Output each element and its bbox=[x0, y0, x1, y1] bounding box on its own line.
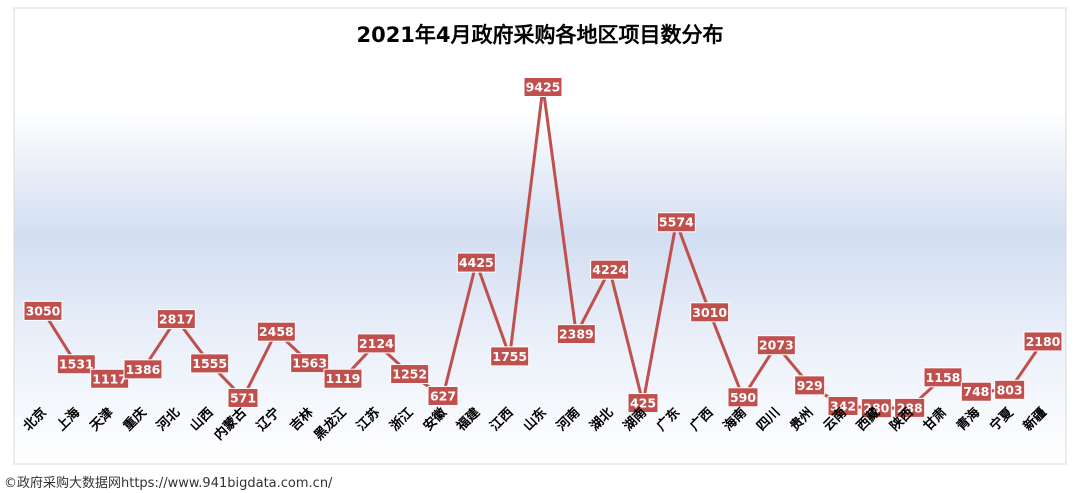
data-label: 425 bbox=[627, 393, 659, 414]
data-label: 1531 bbox=[56, 354, 96, 375]
data-label: 1555 bbox=[190, 353, 230, 374]
data-label-text: 2180 bbox=[1026, 334, 1061, 349]
data-label: 929 bbox=[794, 375, 826, 396]
data-label-box bbox=[56, 354, 96, 375]
data-label-text: 2817 bbox=[159, 312, 194, 327]
data-label-box bbox=[256, 321, 296, 342]
data-label: 3010 bbox=[690, 302, 730, 323]
source-footer: ©政府采购大数据网https://www.941bigdata.com.cn/ bbox=[4, 476, 333, 491]
data-label-box bbox=[994, 379, 1026, 400]
data-label-text: 1117 bbox=[92, 371, 127, 386]
data-label: 803 bbox=[994, 379, 1026, 400]
data-label: 342 bbox=[827, 395, 859, 416]
data-label-text: 280 bbox=[863, 401, 889, 416]
data-label-text: 2124 bbox=[359, 336, 394, 351]
data-label-text: 5574 bbox=[659, 215, 694, 230]
data-label-text: 3050 bbox=[26, 303, 61, 318]
data-label: 1755 bbox=[490, 346, 530, 367]
data-label: 2180 bbox=[1023, 331, 1063, 352]
data-label-text: 3010 bbox=[692, 305, 727, 320]
data-label-text: 803 bbox=[997, 382, 1023, 397]
plot-background bbox=[13, 7, 1067, 465]
data-label-box bbox=[427, 385, 459, 406]
data-label-text: 342 bbox=[830, 398, 856, 413]
data-label-box bbox=[656, 212, 696, 233]
data-label-box bbox=[756, 335, 796, 356]
data-label: 288 bbox=[894, 397, 926, 418]
data-label-box bbox=[490, 346, 530, 367]
data-label: 2073 bbox=[756, 335, 796, 356]
data-label-box bbox=[960, 381, 992, 402]
data-label-text: 1755 bbox=[492, 349, 527, 364]
data-label-box bbox=[456, 252, 496, 273]
data-label-box bbox=[390, 364, 430, 385]
data-label-box bbox=[227, 387, 259, 408]
chart-title: 2021年4月政府采购各地区项目数分布 bbox=[356, 23, 723, 47]
data-label: 590 bbox=[727, 387, 759, 408]
data-label-text: 4425 bbox=[459, 255, 494, 270]
data-label: 1252 bbox=[390, 364, 430, 385]
data-label: 5574 bbox=[656, 212, 696, 233]
data-label-text: 1555 bbox=[192, 356, 227, 371]
data-label-box bbox=[627, 393, 659, 414]
data-label-text: 1531 bbox=[59, 357, 94, 372]
data-label: 2389 bbox=[556, 324, 596, 345]
data-label-box bbox=[690, 302, 730, 323]
data-label-box bbox=[1023, 331, 1063, 352]
data-label-text: 1252 bbox=[392, 367, 427, 382]
data-label-box bbox=[356, 333, 396, 354]
data-label-text: 4224 bbox=[592, 262, 627, 277]
data-label-box bbox=[727, 387, 759, 408]
data-label: 280 bbox=[860, 398, 892, 419]
data-label-box bbox=[923, 367, 963, 388]
data-label-box bbox=[556, 324, 596, 345]
data-label: 9425 bbox=[523, 77, 563, 97]
data-label-text: 590 bbox=[730, 390, 756, 405]
data-label-text: 748 bbox=[963, 384, 989, 399]
data-label: 1158 bbox=[923, 367, 963, 388]
data-label-box bbox=[894, 397, 926, 418]
data-label-text: 9425 bbox=[526, 80, 561, 95]
data-label: 627 bbox=[427, 385, 459, 406]
data-label: 2124 bbox=[356, 333, 396, 354]
data-label: 1386 bbox=[123, 359, 163, 380]
data-label-box bbox=[323, 368, 363, 389]
data-label: 4224 bbox=[590, 259, 630, 280]
data-label-box bbox=[290, 353, 330, 374]
data-label-box bbox=[190, 353, 230, 374]
data-label-text: 1563 bbox=[292, 356, 327, 371]
data-label: 2817 bbox=[156, 309, 196, 330]
data-label: 4425 bbox=[456, 252, 496, 273]
data-label-text: 929 bbox=[797, 378, 823, 393]
data-label-box bbox=[590, 259, 630, 280]
data-label: 1563 bbox=[290, 353, 330, 374]
data-label: 748 bbox=[960, 381, 992, 402]
data-label-box bbox=[860, 398, 892, 419]
data-label-box bbox=[23, 300, 63, 321]
data-label-box bbox=[794, 375, 826, 396]
data-label: 1119 bbox=[323, 368, 363, 389]
data-label: 3050 bbox=[23, 300, 63, 321]
data-label-text: 2389 bbox=[559, 327, 594, 342]
data-label-text: 1119 bbox=[326, 371, 361, 386]
data-label-text: 627 bbox=[430, 388, 456, 403]
data-label-text: 571 bbox=[230, 390, 256, 405]
data-label-box bbox=[523, 77, 563, 97]
data-label: 1117 bbox=[90, 368, 130, 389]
data-label-text: 2073 bbox=[759, 338, 794, 353]
data-label: 2458 bbox=[256, 321, 296, 342]
data-label-text: 425 bbox=[630, 396, 656, 411]
data-label-box bbox=[156, 309, 196, 330]
data-label-text: 2458 bbox=[259, 324, 294, 339]
data-label-text: 1386 bbox=[126, 362, 161, 377]
data-label-text: 1158 bbox=[926, 370, 961, 385]
data-label-box bbox=[123, 359, 163, 380]
data-label-text: 288 bbox=[897, 400, 923, 415]
data-label-box bbox=[827, 395, 859, 416]
data-label: 571 bbox=[227, 387, 259, 408]
